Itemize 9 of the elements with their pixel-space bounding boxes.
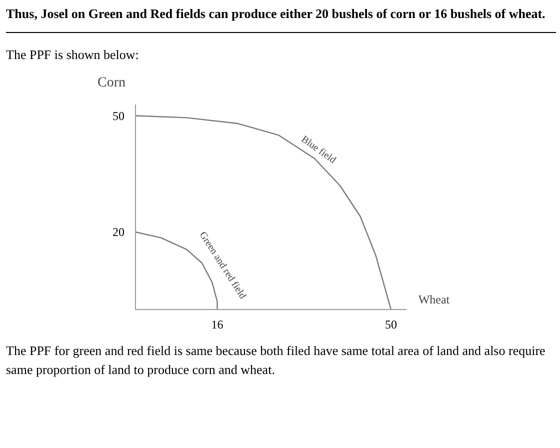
x-tick-label: 16 xyxy=(211,318,224,332)
chart-subtitle: The PPF is shown below: xyxy=(6,46,139,64)
x-axis-title: Wheat xyxy=(418,292,450,307)
line-series xyxy=(136,115,392,310)
chart-title: Thus, Josel on Green and Red fields can produce either 20 bushels of corn or 16 bushels of wheat. xyxy=(6,5,546,23)
y-tick-label: 20 xyxy=(112,225,124,240)
text: Blue field xyxy=(299,134,338,166)
y-axis-title: Corn xyxy=(98,76,126,91)
text: The PPF for green and red field is same because both filed have same total area of land and also require same proportion of land to produce corn and wheat. xyxy=(6,342,546,379)
